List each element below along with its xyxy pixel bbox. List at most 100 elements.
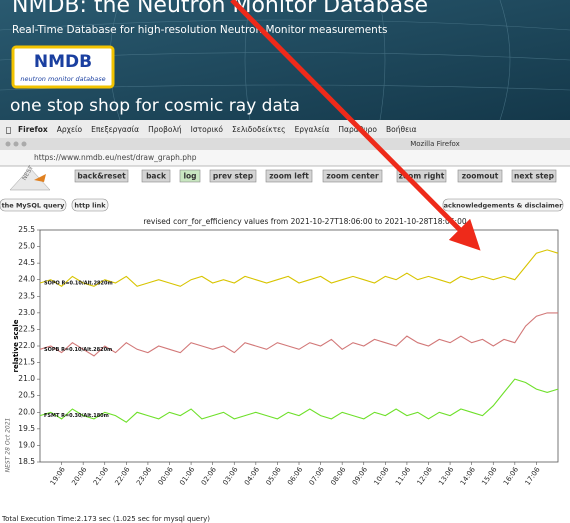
x-tick-label: 03:06 xyxy=(221,465,239,487)
y-tick-label: 23.5 xyxy=(18,291,35,300)
menu-item[interactable]: Προβολή xyxy=(148,125,182,134)
toolbar-button[interactable]: zoomout xyxy=(457,169,503,183)
button-bg[interactable] xyxy=(322,169,383,183)
button-bg[interactable] xyxy=(511,169,557,183)
y-tick-label: 24.0 xyxy=(18,275,35,284)
toolbar-button[interactable]: next step xyxy=(511,169,557,183)
button-bg[interactable] xyxy=(265,169,313,183)
x-tick-label: 10:06 xyxy=(372,465,390,487)
link-button[interactable]: http link xyxy=(71,198,109,212)
series-line xyxy=(39,249,559,287)
button-label[interactable]: zoom center xyxy=(326,172,379,181)
menu-item[interactable]: Αρχείο xyxy=(57,125,83,134)
plot-area xyxy=(39,229,559,463)
menu-item[interactable]: Firefox xyxy=(18,125,48,134)
y-tick-label: 19.5 xyxy=(18,424,35,433)
window-button[interactable] xyxy=(13,141,19,147)
y-tick-label: 23.0 xyxy=(18,308,35,317)
button-bg[interactable] xyxy=(74,169,129,183)
x-tick-label: 20:06 xyxy=(70,465,88,487)
y-tick-label: 19.0 xyxy=(18,440,35,449)
x-tick-label: 15:06 xyxy=(480,465,498,487)
y-tick-label: 22.0 xyxy=(18,341,35,350)
toolbar-button[interactable]: prev step xyxy=(209,169,257,183)
button-label[interactable]: back xyxy=(146,172,167,181)
chart-title: revised corr_for_efficiency values from … xyxy=(143,217,467,226)
y-tick-label: 25.5 xyxy=(18,225,35,234)
button-label[interactable]: zoom left xyxy=(269,172,309,181)
button-bg[interactable] xyxy=(141,169,171,183)
link-button[interactable]: acknowledgements & disclaimer xyxy=(442,198,564,212)
series-label: SOPB R=0.10/Alt.2820m xyxy=(44,347,112,353)
y-tick-label: 21.5 xyxy=(18,358,35,367)
menu-item[interactable]: Εργαλεία xyxy=(295,125,330,134)
x-tick-label: 12:06 xyxy=(416,465,434,487)
window-button[interactable] xyxy=(5,141,11,147)
x-tick-label: 00:06 xyxy=(157,465,175,487)
window-title: Mozilla Firefox xyxy=(410,140,460,148)
series-line xyxy=(39,312,558,357)
button-label[interactable]: next step xyxy=(514,172,555,181)
annotation-arrow xyxy=(230,0,481,251)
url[interactable]: https://www.nmdb.eu/nest/draw_graph.php xyxy=(34,153,197,162)
window-button[interactable] xyxy=(21,141,27,147)
logo xyxy=(11,45,115,89)
x-tick-label: 08:06 xyxy=(329,465,347,487)
toolbar-button[interactable]: back xyxy=(141,169,171,183)
toolbar-button[interactable]: zoom center xyxy=(322,169,383,183)
toolbar: back&reset back log prev step zoom left zoom … xyxy=(74,169,557,183)
footer: Total Execution Time:2.173 sec (1.025 se… xyxy=(1,515,210,523)
menu-item[interactable]: Ιστορικό xyxy=(191,125,224,134)
button-bg[interactable] xyxy=(179,169,201,183)
button-label[interactable]: log xyxy=(183,172,196,181)
button-bg[interactable] xyxy=(0,198,67,212)
series-line xyxy=(39,378,559,423)
toolbar-button[interactable]: log xyxy=(179,169,201,183)
button-label[interactable]: back&reset xyxy=(77,172,126,181)
x-tick-label: 11:06 xyxy=(394,465,412,487)
x-tick-label: 21:06 xyxy=(92,465,110,487)
urlbar[interactable] xyxy=(0,150,570,166)
logo-caption: neutron monitor database xyxy=(20,75,105,83)
x-tick-label: 23:06 xyxy=(135,465,153,487)
button-label[interactable]: zoom right xyxy=(399,172,445,181)
x-tick-label: 19:06 xyxy=(49,465,67,487)
x-tick-label: 16:06 xyxy=(502,465,520,487)
x-tick-label: 04:06 xyxy=(243,465,261,487)
toolbar-button[interactable]: back&reset xyxy=(74,169,129,183)
window-titlebar xyxy=(0,138,570,150)
menu-item[interactable]: Επεξεργασία xyxy=(91,125,139,134)
x-tick-label: 05:06 xyxy=(265,465,283,487)
chart: 18.5 19.0 19.5 20.0 20.5 21.0 21.5 22.0 22.5 23.0… xyxy=(12,225,559,487)
button-bg[interactable] xyxy=(457,169,503,183)
menubar xyxy=(0,120,570,138)
x-tick-label: 17:06 xyxy=(524,465,542,487)
button-label[interactable]: the MySQL query xyxy=(2,202,66,210)
toolbar-button[interactable]: zoom left xyxy=(265,169,313,183)
button-label[interactable]: prev step xyxy=(213,172,254,181)
button-bg[interactable] xyxy=(209,169,257,183)
link-button[interactable]: the MySQL query xyxy=(0,198,67,212)
button-label[interactable]: http link xyxy=(74,202,106,210)
button-bg[interactable] xyxy=(71,198,109,212)
menu-item[interactable]: Βοήθεια xyxy=(386,125,417,134)
links: the MySQL query http link acknowledgements… xyxy=(0,198,564,212)
y-tick-label: 20.0 xyxy=(18,407,35,416)
x-tick-label: 07:06 xyxy=(308,465,326,487)
logo-text: NMDB xyxy=(34,52,92,72)
button-label[interactable]: zoomout xyxy=(462,172,499,181)
y-tick-label: 21.0 xyxy=(18,374,35,383)
side-note: NEST 28 Oct 2021 xyxy=(5,418,12,473)
x-tick-label: 14:06 xyxy=(459,465,477,487)
x-tick-label: 22:06 xyxy=(113,465,131,487)
button-bg[interactable] xyxy=(442,198,564,212)
x-tick-label: 01:06 xyxy=(178,465,196,487)
menu-item[interactable]: Σελιδοδείκτες xyxy=(232,125,286,134)
series-label: SOPO R=0.10/Alt.2820m xyxy=(44,281,113,287)
y-axis-label: relative scale xyxy=(12,319,20,372)
banner-tagline: one stop shop for cosmic ray data xyxy=(10,96,300,116)
button-label[interactable]: acknowledgements & disclaimer xyxy=(444,202,564,210)
banner-subtitle: Real-Time Database for high-resolution N… xyxy=(12,24,387,36)
x-tick-label: 06:06 xyxy=(286,465,304,487)
